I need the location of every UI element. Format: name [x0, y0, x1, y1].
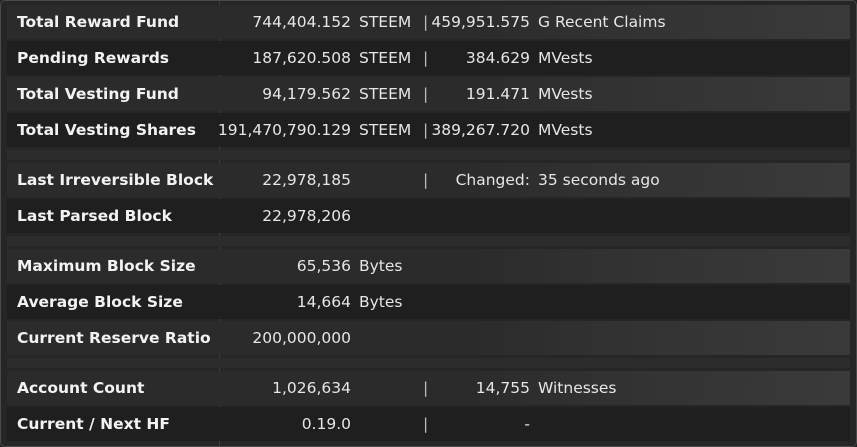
row-secondary-unit: MVests — [538, 121, 593, 139]
row-secondary-value: - — [524, 415, 530, 433]
row-label: Maximum Block Size — [17, 257, 196, 275]
row-secondary-value: 384.629 — [465, 49, 530, 67]
row-secondary-value: 191.471 — [465, 85, 530, 103]
row-secondary-value: 459,951.575 — [431, 13, 530, 31]
stats-row-last-irreversible-block: Last Irreversible Block 22,978,185 | Cha… — [7, 163, 850, 197]
row-label: Total Vesting Fund — [17, 85, 179, 103]
row-value: 187,620.508 — [252, 49, 351, 67]
row-separator: | — [423, 171, 429, 189]
stats-row-last-parsed-block: Last Parsed Block 22,978,206 — [7, 199, 850, 233]
row-secondary-unit: Witnesses — [538, 379, 617, 397]
row-separator: | — [423, 121, 429, 139]
row-value: 22,978,206 — [262, 207, 351, 225]
row-secondary-value: 14,755 — [475, 379, 530, 397]
row-secondary-value: Changed: — [455, 171, 530, 189]
row-label: Current Reserve Ratio — [17, 329, 211, 347]
row-secondary-unit: MVests — [538, 85, 593, 103]
row-unit: Bytes — [359, 293, 403, 311]
row-value: 14,664 — [296, 293, 351, 311]
row-value: 0.19.0 — [301, 415, 351, 433]
row-value: 22,978,185 — [262, 171, 351, 189]
row-unit: Bytes — [359, 257, 403, 275]
stats-row-current-next-hf: Current / Next HF 0.19.0 | - — [7, 407, 850, 441]
row-secondary-unit: MVests — [538, 49, 593, 67]
row-separator: | — [423, 85, 429, 103]
stats-row-average-block-size: Average Block Size 14,664 Bytes — [7, 285, 850, 319]
row-separator: | — [423, 379, 429, 397]
row-separator: | — [423, 49, 429, 67]
row-value: 94,179.562 — [262, 85, 351, 103]
row-value: 65,536 — [296, 257, 351, 275]
row-label: Last Parsed Block — [17, 207, 172, 225]
stats-row-total-reward-fund: Total Reward Fund 744,404.152 STEEM | 45… — [7, 5, 850, 39]
row-label: Average Block Size — [17, 293, 183, 311]
row-value: 200,000,000 — [252, 329, 351, 347]
row-separator: | — [423, 415, 429, 433]
row-label: Pending Rewards — [17, 49, 170, 67]
row-label: Total Vesting Shares — [17, 121, 196, 139]
row-value: 1,026,634 — [272, 379, 351, 397]
group-spacer — [7, 150, 850, 160]
group-spacer — [7, 358, 850, 368]
stats-row-maximum-block-size: Maximum Block Size 65,536 Bytes — [7, 249, 850, 283]
row-label: Total Reward Fund — [17, 13, 180, 31]
row-unit: STEEM — [359, 13, 412, 31]
stats-row-current-reserve-ratio: Current Reserve Ratio 200,000,000 — [7, 321, 850, 355]
row-secondary-value: 389,267.720 — [431, 121, 530, 139]
stats-row-pending-rewards: Pending Rewards 187,620.508 STEEM | 384.… — [7, 41, 850, 75]
row-unit: STEEM — [359, 85, 412, 103]
stats-row-total-vesting-fund: Total Vesting Fund 94,179.562 STEEM | 19… — [7, 77, 850, 111]
stats-row-account-count: Account Count 1,026,634 | 14,755 Witness… — [7, 371, 850, 405]
stats-row-total-vesting-shares: Total Vesting Shares 191,470,790.129 STE… — [7, 113, 850, 147]
row-value: 744,404.152 — [252, 13, 351, 31]
row-secondary-unit: G Recent Claims — [538, 13, 666, 31]
row-label: Last Irreversible Block — [17, 171, 214, 189]
row-unit: STEEM — [359, 121, 412, 139]
row-secondary-unit: 35 seconds ago — [538, 171, 660, 189]
group-spacer — [7, 236, 850, 246]
row-value: 191,470,790.129 — [217, 121, 351, 139]
row-label: Account Count — [17, 379, 145, 397]
row-separator: | — [423, 13, 429, 31]
row-label: Current / Next HF — [17, 415, 170, 433]
row-unit: STEEM — [359, 49, 412, 67]
